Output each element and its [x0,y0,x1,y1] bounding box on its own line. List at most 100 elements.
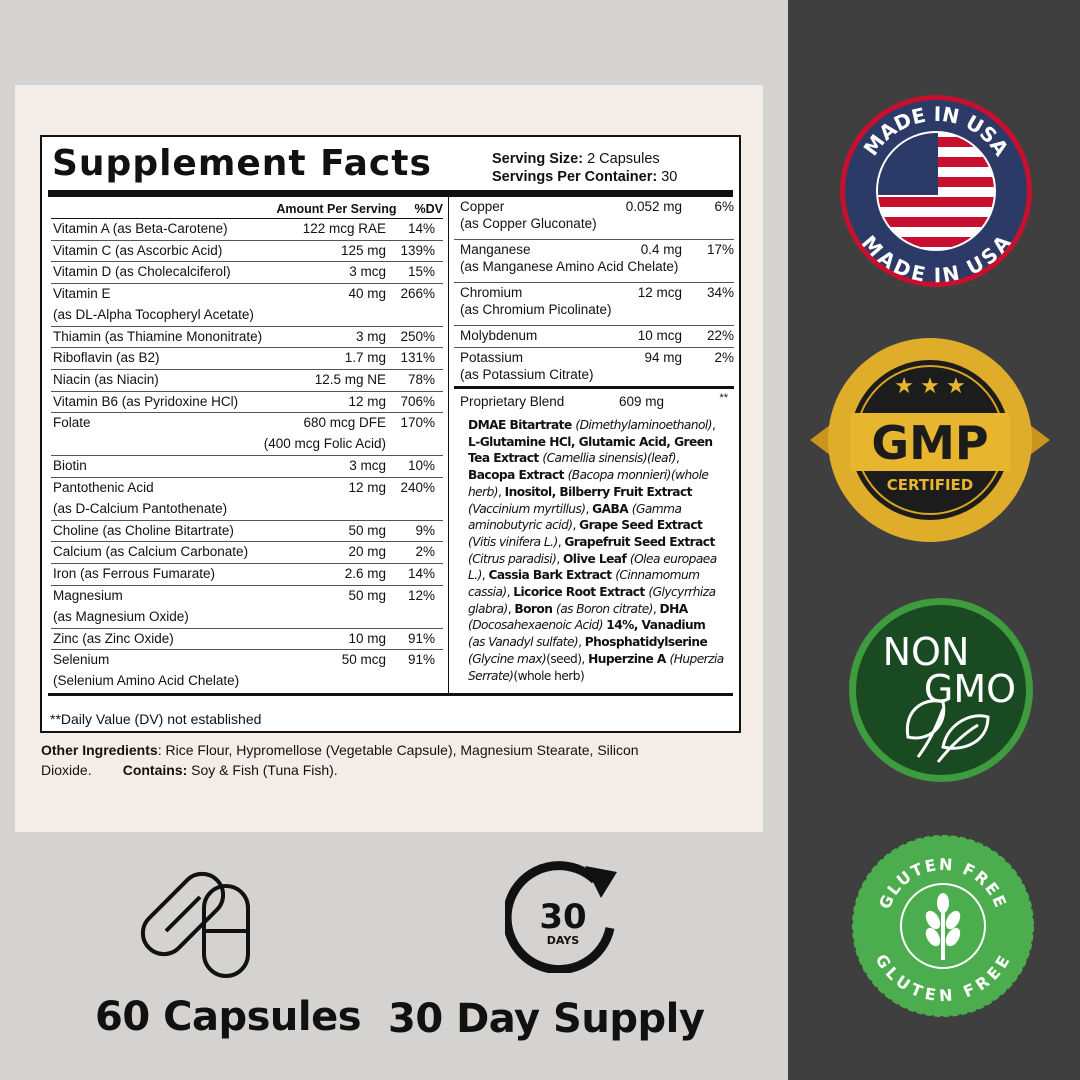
nutrient-source: (as Copper Gluconate) [460,216,597,231]
header-amount: Amount Per Serving [276,201,397,216]
nutrient-amount: 94 mg [644,350,682,365]
other-label: Other Ingredients [41,742,158,758]
separator: , [578,635,585,650]
nutrient-dv: 2% [415,544,435,560]
other-text: : Rice Flour, Hypromellose (Vegetable Ca… [41,742,639,778]
nutrient-name: Niacin (as Niacin) [53,371,159,387]
ingredient-name: Grapefruit Seed Extract [564,534,715,549]
separator: , [652,601,660,616]
nutrient-dv: 78% [407,371,435,387]
nutrient-dv: 139% [400,242,435,258]
separator: , [481,568,489,583]
nutrient-amount: 12.5 mg NE [314,371,386,387]
nutrient-row: Vitamin E (as DL-Alpha Tocopheryl Acetate… [51,284,443,327]
nutrient-dv: 91% [407,630,435,646]
separator: (whole herb) [513,668,585,683]
separator: , [506,585,514,600]
nutrient-name: Vitamin A (as Beta-Carotene) [53,221,228,236]
nutrient-row: Zinc (as Zinc Oxide) 10 mg 91% [51,629,443,651]
nutrient-source: (as Magnesium Oxide) [53,608,189,624]
nutrient-name: Zinc (as Zinc Oxide) [53,630,174,646]
ingredient-name: Olive Leaf [563,551,630,566]
nutrient-row: Selenium (Selenium Amino Acid Chelate) 50 … [51,650,443,688]
nutrient-row: Calcium (as Calcium Carbonate) 20 mg 2% [51,542,443,564]
nutrient-dv: 2% [714,350,734,365]
ingredient-source: (Vaccinium myrtillus) [468,501,586,516]
made-in-usa-badge: MADE IN USA MADE IN USA [840,95,1032,287]
ingredient-source: (Bacopa monnieri)(whole herb) [468,468,709,499]
nutrient-row: Chromium (as Chromium Picolinate) 12 mcg 34… [454,283,734,326]
capsules-icon [140,871,250,978]
nutrient-name: Manganese [460,242,531,257]
nutrient-row: Riboflavin (as B2) 1.7 mg 131% [51,348,443,370]
ingredient-name: Bacopa Extract [468,468,568,483]
nutrient-name: Vitamin C (as Ascorbic Acid) [53,242,223,258]
nutrient-amount: 20 mg [348,544,386,560]
nutrient-name: Vitamin E [53,285,111,301]
nutrient-amount: 125 mg [340,242,386,258]
nutrient-row: Thiamin (as Thiamine Mononitrate) 3 mg 250… [51,327,443,349]
nutrient-name: Thiamin (as Thiamine Mononitrate) [53,328,263,344]
serving-size: 2 Capsules [587,151,660,167]
nutrient-source: (as Chromium Picolinate) [460,302,612,317]
nutrient-row: Niacin (as Niacin) 12.5 mg NE 78% [51,370,443,392]
nutrient-amount: 0.4 mg [640,242,682,257]
ingredient-name: Licorice Root Extract [513,585,649,600]
nutrient-table-right: Copper (as Copper Gluconate) 0.052 mg 6% Man… [454,197,734,684]
supplement-facts-box: Supplement Facts Serving Size: 2 Capsule… [40,135,741,733]
nutrient-row: Copper (as Copper Gluconate) 0.052 mg 6% [454,197,734,240]
blend-name: Proprietary Blend [460,394,565,409]
nutrient-source: (as Manganese Amino Acid Chelate) [460,259,679,274]
gluten-free-badge: GLUTEN FREE GLUTEN FREE [852,835,1034,1017]
nutrient-row: Vitamin D (as Cholecalciferol) 3 mcg 15% [51,262,443,284]
nutrient-amount: 50 mcg [341,652,386,668]
separator: , [572,518,580,533]
gmp-certified-text: CERTIFIED [887,476,973,494]
ingredient-name: DHA [659,601,689,616]
ingredient-name: Cassia Bark Extract [488,568,616,583]
days-number: 30 [539,897,586,937]
separator: , [497,484,505,499]
blend-row: Proprietary Blend 609 mg ** [454,389,734,413]
nutrient-dv: 17% [706,242,734,257]
ingredient-source: (Citrus paradisi) [468,551,557,566]
non-gmo-badge: NON GMO [849,598,1033,782]
ingredient-source: (Camellia sinensis)(leaf) [542,451,676,466]
nutrient-amount: 2.6 mg [344,565,386,581]
separator: , [711,418,716,432]
nutrient-row: Choline (as Choline Bitartrate) 50 mg 9% [51,521,443,543]
ingredient-name: Grape Seed Extract [579,518,703,533]
ingredient-source: (Huperzia Serrate) [468,651,724,683]
nutrient-name: Molybdenum [460,328,538,343]
nutrient-name: Biotin [53,458,87,474]
nutrient-amount: 10 mcg [637,328,682,343]
nutrient-amount: 3 mcg [349,458,386,474]
ingredient-source: (as Boron citrate) [556,601,653,616]
servings: 30 [661,169,678,185]
ingredient-name: Inositol, Bilberry Fruit Extract [504,484,693,499]
nutrient-amount: 12 mcg [637,285,682,300]
nutrient-row: Manganese (as Manganese Amino Acid Chelat… [454,240,734,283]
separator: , [556,551,563,566]
separator: , [675,451,680,466]
contains-label: Contains: [122,762,188,778]
nutrient-dv: 266% [400,285,435,301]
separator: , [585,501,593,516]
gmp-certified-badge: ★ ★ ★ GMP CERTIFIED [810,338,1050,542]
nutrient-name: Vitamin B6 (as Pyridoxine HCl) [53,393,239,409]
nutrient-row: Magnesium (as Magnesium Oxide) 50 mg 12% [51,586,443,629]
nutrient-dv: 240% [400,479,435,495]
nutrient-dv: 9% [415,522,435,538]
ingredient-name: 14%, Vanadium [606,618,706,633]
other-ingredients: Other Ingredients: Rice Flour, Hypromell… [41,740,741,780]
nutrient-row: Folate 680 mcg DFE (400 mcg Folic Acid) 170… [51,413,443,457]
nutrient-row: Pantothenic Acid (as D-Calcium Pantothena… [51,478,443,521]
facts-title: Supplement Facts [52,143,432,184]
ingredient-source: (Dimethylaminoethanol) [575,418,712,432]
separator: , [557,534,565,549]
ingredient-source: (Olea europaea L.) [468,551,717,583]
column-divider [448,197,449,693]
nutrient-name: Vitamin D (as Cholecalciferol) [53,264,231,280]
nutrient-name: Riboflavin (as B2) [53,350,160,366]
nutrient-amount: 50 mg [348,522,386,538]
